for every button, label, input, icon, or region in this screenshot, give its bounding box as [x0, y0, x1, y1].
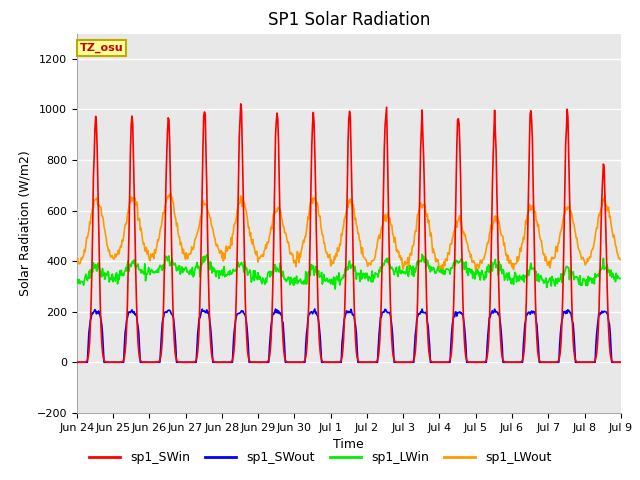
- Text: TZ_osu: TZ_osu: [79, 43, 123, 53]
- Title: SP1 Solar Radiation: SP1 Solar Radiation: [268, 11, 430, 29]
- Legend: sp1_SWin, sp1_SWout, sp1_LWin, sp1_LWout: sp1_SWin, sp1_SWout, sp1_LWin, sp1_LWout: [84, 446, 556, 469]
- X-axis label: Time: Time: [333, 438, 364, 451]
- Y-axis label: Solar Radiation (W/m2): Solar Radiation (W/m2): [18, 150, 31, 296]
